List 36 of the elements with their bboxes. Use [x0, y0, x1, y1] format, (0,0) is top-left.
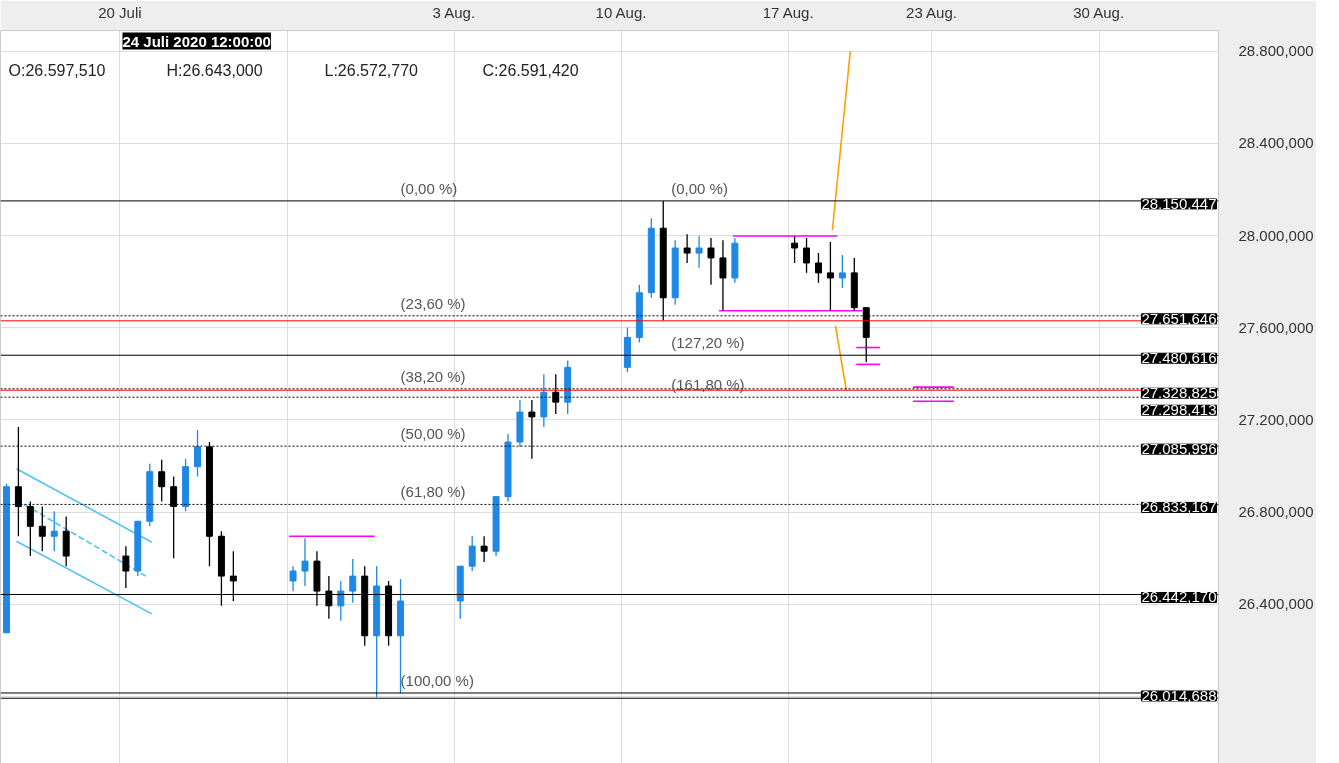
annotation: (0,00 %)	[671, 179, 728, 197]
y-tick-label: 28.800,000	[1238, 42, 1314, 60]
y-tick-label: 27.200,000	[1238, 410, 1314, 428]
annotation: (61,80 %)	[400, 483, 466, 501]
annotation: H:26.643,000	[166, 61, 263, 79]
x-tick-label: 3 Aug.	[432, 3, 476, 21]
ref-line-label: 27.298,413	[1141, 401, 1217, 419]
annotation: (50,00 %)	[400, 425, 466, 443]
y-tick-label: 28.400,000	[1238, 134, 1314, 152]
annotation: (161,80 %)	[671, 376, 745, 394]
x-tick-label: 23 Aug.	[906, 3, 957, 21]
ref-line-label: 27.480,616	[1141, 349, 1217, 367]
annotation: (0,00 %)	[400, 179, 458, 197]
ref-line-label: 27.651,646	[1141, 309, 1217, 327]
y-tick-label: 26.400,000	[1238, 595, 1314, 613]
ref-line-label: 26.442,170	[1141, 588, 1217, 606]
x-tick-label: 17 Aug.	[762, 3, 814, 21]
annotation: O:26.597,510	[8, 61, 106, 79]
ref-line-label: 26.014,688	[1141, 686, 1217, 704]
x-tick-label: 10 Aug.	[595, 3, 647, 21]
ref-line-label: 27.328,825	[1141, 384, 1217, 402]
annotation: C:26.591,420	[482, 61, 579, 79]
annotation: (127,20 %)	[671, 334, 745, 352]
y-tick-label: 27.600,000	[1238, 318, 1314, 336]
ref-line-label: 28.150,447	[1141, 194, 1217, 212]
x-tick-label: 30 Aug.	[1073, 3, 1125, 21]
ref-line-label: 27.085,996	[1141, 440, 1217, 458]
annotation: (23,60 %)	[400, 294, 466, 312]
ref-line-label: 26.833,167	[1141, 498, 1217, 516]
annotation: (38,20 %)	[400, 367, 466, 385]
y-tick-label: 26.800,000	[1238, 503, 1314, 521]
annotation: 24 Juli 2020 12:00:00	[122, 32, 271, 50]
y-tick-label: 28.000,000	[1238, 226, 1314, 244]
annotation: (100,00 %)	[400, 671, 474, 689]
annotation: L:26.572,770	[324, 61, 419, 79]
x-tick-label: 20 Juli	[98, 3, 142, 21]
